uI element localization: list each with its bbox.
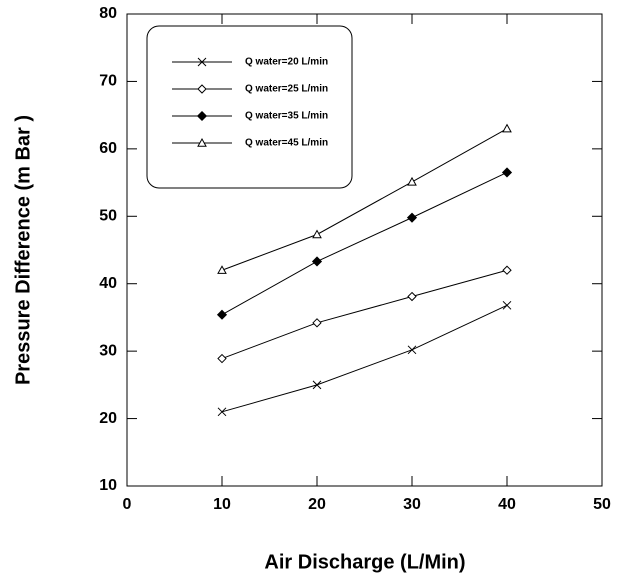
series-line: [221, 269, 508, 360]
y-tick-label: 30: [99, 342, 117, 359]
legend-label: Q water=45 L/min: [245, 138, 328, 149]
legend-label: Q water=20 L/min: [245, 57, 328, 68]
marker: [502, 123, 512, 133]
x-tick-label: 0: [123, 496, 132, 513]
marker: [312, 318, 322, 328]
series-line: [221, 128, 508, 271]
y-tick-label: 80: [99, 5, 117, 22]
marker: [501, 167, 513, 178]
y-tick-label: 10: [99, 477, 117, 494]
marker: [311, 256, 323, 267]
y-tick-label: 50: [99, 208, 117, 225]
marker: [217, 407, 227, 417]
marker: [312, 380, 322, 390]
marker: [406, 212, 418, 223]
marker: [407, 345, 417, 355]
x-tick-label: 30: [403, 496, 421, 513]
marker: [502, 300, 512, 310]
y-tick-label: 40: [99, 275, 117, 292]
marker: [407, 176, 417, 186]
legend-marker: [197, 137, 207, 147]
legend-marker: [196, 110, 208, 122]
series-line: [221, 172, 508, 316]
legend-label: Q water=35 L/min: [245, 111, 328, 122]
marker: [407, 291, 417, 302]
marker: [502, 265, 512, 275]
x-tick-label: 50: [593, 496, 611, 513]
x-tick-label: 40: [498, 496, 516, 513]
y-tick-label: 70: [99, 73, 117, 90]
legend-box: [146, 25, 353, 189]
marker: [217, 353, 227, 364]
x-tick-label: 10: [213, 496, 231, 513]
legend-marker: [197, 57, 207, 67]
legend-marker: [197, 84, 207, 94]
series-line: [221, 304, 508, 413]
marker: [216, 309, 228, 320]
y-axis-label: Pressure Difference (m Bar ): [12, 115, 34, 385]
marker: [217, 265, 227, 274]
x-tick-label: 20: [308, 496, 326, 513]
marker: [312, 229, 322, 239]
plot-frame: [126, 13, 603, 487]
legend-label: Q water=25 L/min: [245, 84, 328, 95]
y-tick-label: 60: [99, 140, 117, 157]
y-tick-label: 20: [99, 410, 117, 427]
x-axis-label: Air Discharge (L/Min): [264, 551, 465, 573]
